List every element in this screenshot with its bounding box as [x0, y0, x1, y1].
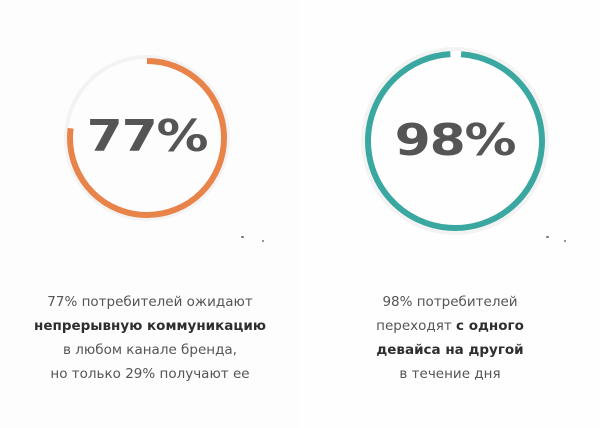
caption-line-bold: девайса на другой [376, 342, 524, 358]
caption-line-bold: непрерывную коммуникацию [34, 318, 266, 334]
speck [262, 240, 264, 242]
percent-value: 77% [86, 111, 209, 162]
progress-ring-77: 77% [62, 53, 232, 223]
caption-line: переходят с одного [300, 314, 600, 338]
percent-value: 98% [394, 115, 517, 166]
caption-line: 98% потребителей [382, 294, 518, 310]
caption-right: 98% потребителей переходят с одного дева… [300, 290, 600, 386]
caption-text-bold: с одного [456, 318, 524, 334]
caption-line: 77% потребителей ожидают [47, 294, 253, 310]
speck [241, 236, 244, 238]
progress-ring-98: 98% [359, 45, 551, 237]
caption-line: в течение дня [399, 366, 501, 382]
donut-chart-orange [64, 55, 230, 221]
caption-left: 77% потребителей ожидают непрерывную ком… [0, 290, 300, 386]
caption-text: переходят [376, 318, 457, 334]
caption-line: но только 29% получают ее [50, 366, 250, 382]
speck [564, 240, 566, 242]
speck [546, 236, 549, 238]
donut-chart-teal [361, 47, 549, 235]
caption-line: в любом канале бренда, [63, 342, 237, 358]
stat-panel-right: 98% 98% потребителей переходят с одного … [300, 0, 600, 428]
stat-panel-left: 77% 77% потребителей ожидают непрерывную… [0, 53, 300, 386]
